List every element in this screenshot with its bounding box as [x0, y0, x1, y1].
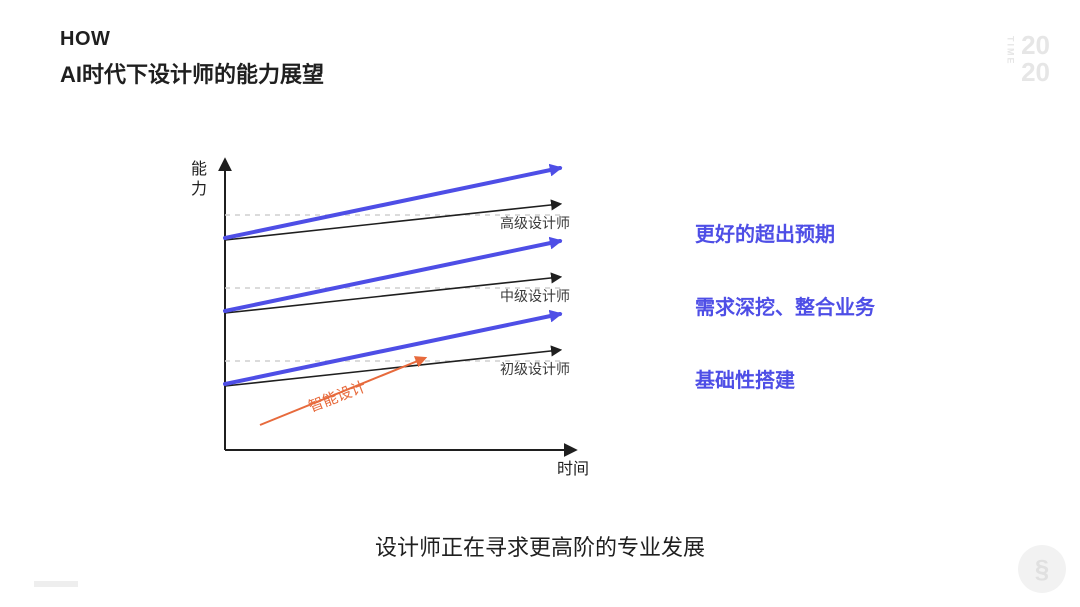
x-axis-label: 时间: [557, 460, 589, 478]
mid-designer-label: 中级设计师: [500, 288, 570, 304]
year-top: 20: [1021, 32, 1050, 59]
slide-caption: 设计师正在寻求更高阶的专业发展: [0, 530, 1080, 562]
heading-title: AI时代下设计师的能力展望: [60, 57, 324, 89]
annotation-junior: 基础性搭建: [695, 364, 795, 393]
heading-eyebrow: HOW: [60, 28, 324, 51]
ai-arrow-label: 智能设计: [306, 377, 368, 415]
logo-glyph-icon: §: [1035, 554, 1049, 585]
y-axis-label: 力: [191, 180, 207, 198]
corner-logo: §: [1018, 545, 1066, 593]
annotation-mid: 需求深挖、整合业务: [695, 291, 875, 320]
ability-chart: 时间 能力高级设计师中级设计师初级设计师智能设计: [165, 150, 785, 480]
year-bottom: 20: [1021, 59, 1050, 86]
annotation-senior: 更好的超出预期: [695, 218, 835, 247]
year-side-text: TIME: [1005, 36, 1014, 66]
slide: { "header": { "eyebrow": "HOW", "title":…: [0, 0, 1080, 607]
page-progress-bar: [34, 581, 78, 587]
senior-designer-label: 高级设计师: [500, 215, 570, 231]
slide-heading: HOW AI时代下设计师的能力展望: [60, 28, 324, 89]
chart-svg: 时间 能力高级设计师中级设计师初级设计师智能设计: [165, 150, 595, 480]
year-watermark: TIME 20 20: [1021, 32, 1050, 85]
junior-designer-label: 初级设计师: [500, 361, 570, 377]
y-axis-label: 能: [191, 160, 207, 178]
